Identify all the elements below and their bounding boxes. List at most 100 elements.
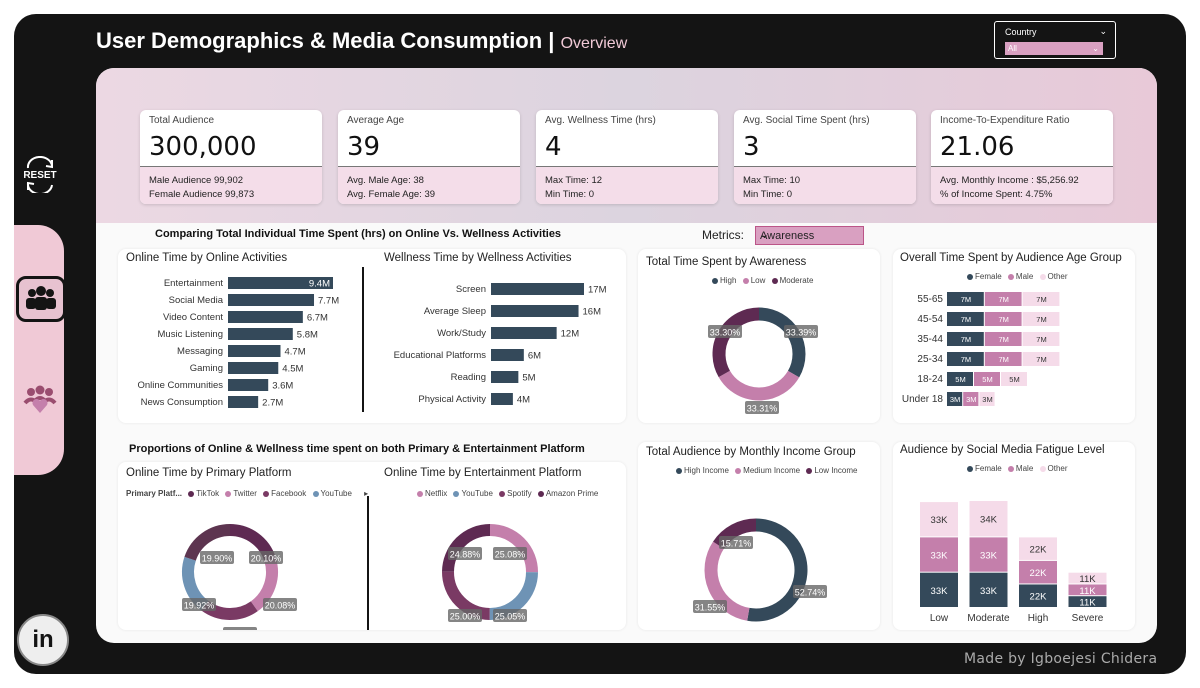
kpi-value: 3: [743, 132, 760, 162]
primary-platform-donut-chart: 20.10% 20.08% 20.00% 19.92% 19.90%: [182, 524, 297, 630]
data-label: 33K: [931, 515, 949, 526]
legend-item: TikTok: [196, 489, 220, 498]
bar: [228, 345, 281, 357]
country-value: All: [1008, 44, 1017, 53]
data-label: 11K: [1079, 586, 1096, 597]
bar: [228, 328, 293, 340]
data-label: 7M: [961, 295, 971, 304]
kpi-value: 21.06: [940, 132, 1015, 162]
kpi-title: Avg. Social Time Spent (hrs): [743, 115, 870, 126]
bar-segment: [984, 332, 1022, 346]
nav-demographics-button[interactable]: [16, 276, 66, 322]
category-label: Reading: [451, 372, 486, 383]
nav-wellness-button[interactable]: [22, 383, 58, 415]
kpi-title: Avg. Wellness Time (hrs): [545, 115, 656, 126]
donut-slice: [442, 524, 491, 573]
data-label: 3.6M: [272, 381, 293, 392]
linkedin-icon[interactable]: in: [17, 614, 69, 666]
bar-segment: [1022, 312, 1060, 326]
data-label: 52.74%: [795, 588, 826, 598]
data-label: 25.05%: [495, 612, 526, 622]
data-label: 7.7M: [318, 296, 339, 307]
bar-segment: [1019, 560, 1057, 584]
bar-segment: [984, 352, 1022, 366]
legend-item: YouTube: [320, 489, 352, 498]
bar: [491, 393, 513, 405]
category-label: 55-65: [917, 294, 943, 305]
data-label-bg: [448, 547, 482, 560]
legend-item: Other: [1047, 464, 1068, 473]
chart-title: Overall Time Spent by Audience Age Group: [900, 252, 1122, 264]
data-label-bg: [223, 627, 257, 630]
legend-item: Netflix: [425, 489, 448, 498]
data-label: 7M: [1036, 295, 1046, 304]
data-label: 5.8M: [297, 330, 318, 341]
donut-slice: [442, 571, 491, 620]
category-label: Social Media: [169, 295, 224, 306]
metrics-dropdown[interactable]: Awareness ⌄: [755, 226, 864, 245]
kpi-detail: Max Time: 10: [743, 175, 801, 186]
panel-fatigue: Audience by Social Media Fatigue Level F…: [893, 442, 1135, 630]
data-label: 7M: [998, 315, 1008, 324]
data-label: 7M: [998, 355, 1008, 364]
data-label: 4M: [517, 395, 530, 406]
legend-item: Low Income: [814, 466, 858, 475]
category-label: Moderate: [967, 613, 1010, 624]
bar-segment: [1001, 372, 1027, 386]
data-label-bg: [784, 325, 818, 338]
kpi-title: Average Age: [347, 115, 405, 126]
legend-item: Female: [975, 464, 1002, 473]
data-label: 31.55%: [695, 603, 726, 613]
kpi-detail: Avg. Male Age: 38: [347, 175, 424, 186]
chart-legend: Female Male Other: [963, 272, 1068, 281]
legend-item: Male: [1015, 464, 1034, 473]
country-slicer[interactable]: Country ⌄ All ⌄: [994, 21, 1116, 59]
legend-item: Low: [750, 276, 766, 285]
category-label: Online Communities: [137, 380, 223, 391]
data-label: 3M: [982, 395, 992, 404]
data-label-bg: [200, 551, 234, 564]
data-label-bg: [693, 600, 727, 613]
chart-title: Audience by Social Media Fatigue Level: [900, 444, 1105, 456]
legend-scroll-icon[interactable]: ▸: [364, 489, 369, 498]
data-label-bg: [745, 401, 779, 414]
data-label: 22K: [1030, 545, 1048, 556]
bar-segment: [920, 572, 958, 607]
legend-item: Facebook: [271, 489, 307, 498]
kpi-wellness-time: Avg. Wellness Time (hrs) 4 Max Time: 12 M…: [536, 110, 718, 204]
data-label: 3M: [950, 395, 960, 404]
donut-slice: [489, 524, 538, 573]
bar-segment: [920, 537, 958, 572]
category-label: Messaging: [177, 346, 223, 357]
data-label: 25.08%: [495, 550, 526, 560]
kpi-title: Total Audience: [149, 115, 215, 126]
data-label: 20.10%: [251, 554, 282, 564]
kpi-detail: % of Income Spent: 4.75%: [940, 189, 1053, 200]
legend-item: Other: [1047, 272, 1068, 281]
data-label: 22K: [1030, 568, 1048, 579]
kpi-detail: Male Audience 99,902: [149, 175, 244, 186]
donut-slice: [718, 370, 800, 401]
data-label: 6M: [528, 351, 541, 362]
legend-item: Amazon Prime: [545, 489, 599, 498]
data-label: 20.08%: [265, 601, 296, 611]
category-label: 45-54: [917, 314, 943, 325]
donut-slice: [250, 557, 278, 612]
kpi-average-age: Average Age 39 Avg. Male Age: 38 Avg. Fem…: [338, 110, 520, 204]
data-label: 4.7M: [285, 347, 306, 358]
section-title-compare: Comparing Total Individual Time Spent (h…: [155, 228, 562, 240]
legend-item: YouTube: [461, 489, 493, 498]
data-label: 5M: [982, 375, 992, 384]
panel-income-group: Total Audience by Monthly Income Group H…: [638, 442, 880, 630]
metrics-label: Metrics:: [702, 228, 744, 242]
legend-item: High Income: [684, 466, 729, 475]
data-label: 7M: [1036, 355, 1046, 364]
data-label: 17M: [588, 285, 607, 296]
panel-online-wellness: Online Time by Online Activities Wellnes…: [118, 249, 626, 423]
data-label: 7M: [961, 335, 971, 344]
reset-button[interactable]: RESET: [20, 156, 60, 196]
bar: [491, 327, 557, 339]
bar-segment: [947, 372, 973, 386]
data-label-bg: [493, 609, 527, 622]
country-dropdown[interactable]: All ⌄: [1005, 42, 1103, 55]
